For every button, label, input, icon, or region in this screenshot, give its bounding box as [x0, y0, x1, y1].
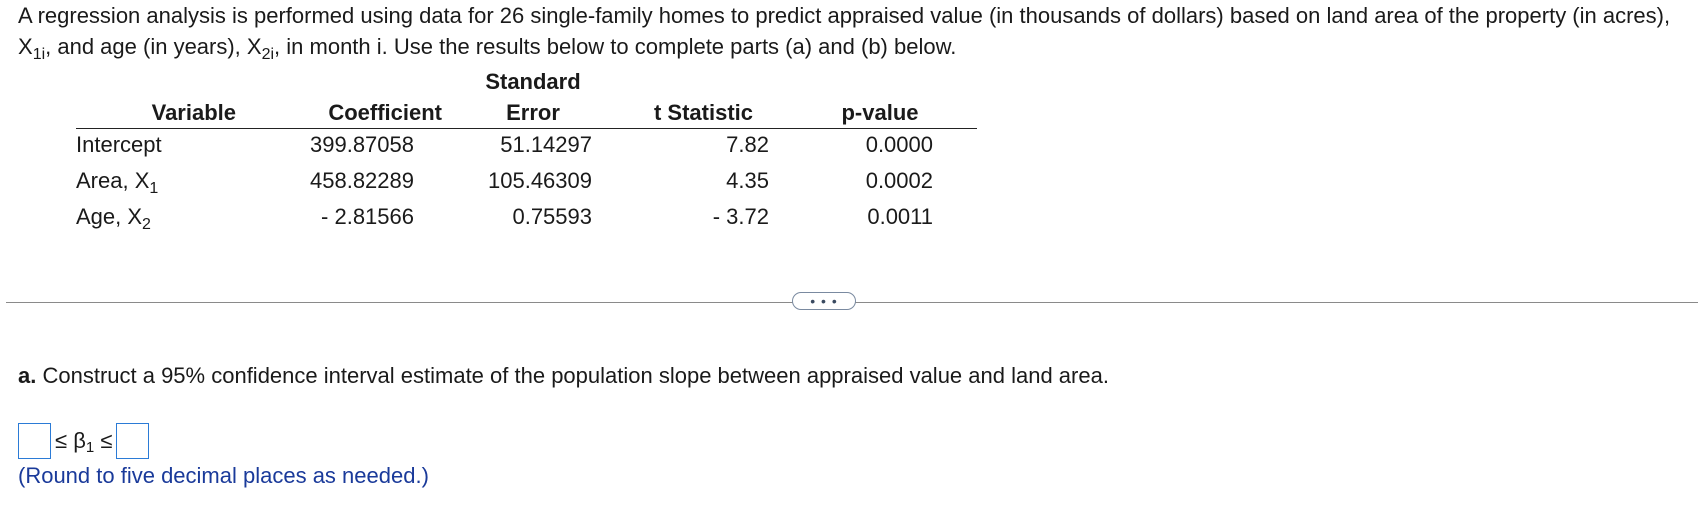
row-t-statistic: - 3.72 [712, 204, 769, 229]
row-p-value: 0.0011 [867, 204, 933, 229]
rounding-hint: (Round to five decimal places as needed.… [18, 463, 429, 488]
beta-symbol: β [73, 428, 86, 453]
lower-bound-input[interactable] [18, 423, 51, 459]
row-coefficient: 399.87058 [310, 132, 414, 157]
table-header-row: Variable Coefficient Standard Error t Sta… [76, 66, 977, 129]
beta-sub: 1 [85, 439, 95, 456]
header-se-top: Standard [485, 69, 581, 94]
row-variable: Age, X2 [76, 201, 254, 237]
row-variable-label: Intercept [76, 132, 162, 157]
table-row: Area, X1 458.82289 105.46309 4.35 0.0002 [76, 165, 977, 201]
part-a-label: a. [18, 363, 37, 388]
le-symbol-2: ≤ [100, 428, 113, 453]
row-p-value: 0.0000 [865, 132, 933, 157]
upper-bound-input[interactable] [116, 423, 150, 459]
row-coefficient: - 2.81566 [321, 204, 414, 229]
header-standard-error: Standard Error [442, 66, 624, 129]
header-p-value: p-value [783, 66, 977, 129]
row-variable-sub: 1 [149, 180, 159, 197]
row-t-statistic: 7.82 [726, 132, 769, 157]
row-standard-error: 0.75593 [512, 204, 592, 229]
problem-statement: A regression analysis is performed using… [18, 0, 1688, 63]
inequality-expression: ≤ β1 ≤ [55, 428, 113, 456]
table-row: Intercept 399.87058 51.14297 7.82 0.0000 [76, 129, 977, 166]
regression-table: Variable Coefficient Standard Error t Sta… [76, 66, 977, 237]
part-a-question: a. Construct a 95% confidence interval e… [18, 360, 1109, 391]
ellipsis-icon[interactable]: • • • [792, 292, 856, 310]
intro-sub-1: 1i [32, 46, 46, 63]
row-t-statistic: 4.35 [726, 168, 769, 193]
part-a-text: Construct a 95% confidence interval esti… [36, 363, 1109, 388]
confidence-interval-answer: ≤ β1 ≤ [18, 422, 150, 460]
row-coefficient: 458.82289 [310, 168, 414, 193]
header-variable: Variable [76, 66, 254, 129]
intro-text-1: A regression analysis is performed using… [18, 3, 1671, 59]
row-variable: Intercept [76, 129, 254, 166]
header-coefficient: Coefficient [254, 66, 442, 129]
le-symbol-1: ≤ [55, 428, 68, 453]
row-standard-error: 51.14297 [500, 132, 592, 157]
header-se-bottom: Error [506, 100, 560, 125]
row-variable: Area, X1 [76, 165, 254, 201]
more-button-label: • • • [810, 293, 838, 309]
intro-sub-2: 2i [261, 46, 275, 63]
intro-text-3: , in month i. Use the results below to c… [274, 34, 957, 59]
header-t-statistic: t Statistic [624, 66, 783, 129]
intro-text-2: , and age (in years), X [45, 34, 262, 59]
row-variable-label: Area, X [76, 168, 150, 193]
row-p-value: 0.0002 [865, 168, 933, 193]
row-variable-sub: 2 [142, 216, 151, 233]
row-standard-error: 105.46309 [488, 168, 592, 193]
table-row: Age, X2 - 2.81566 0.75593 - 3.72 0.0011 [76, 201, 977, 237]
row-variable-label: Age, X [76, 204, 143, 229]
